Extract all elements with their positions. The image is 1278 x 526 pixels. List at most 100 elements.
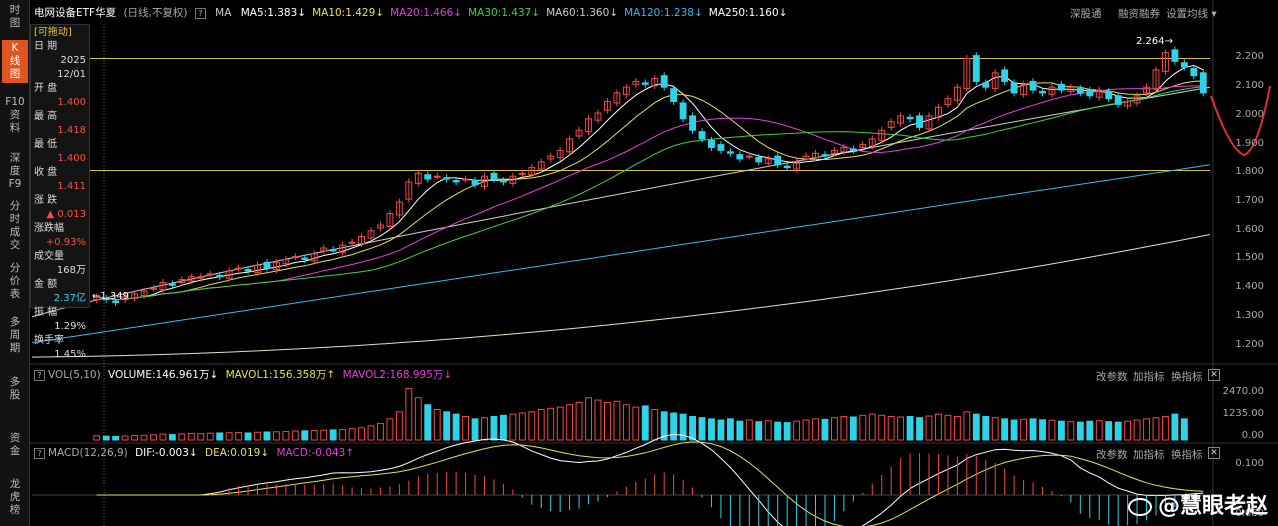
candle-body — [745, 155, 753, 158]
candle-body — [187, 276, 195, 282]
sidebar-tab-6[interactable]: 多 周 期 — [9, 316, 21, 354]
sidebar-tab-2[interactable]: F10 资 料 — [5, 96, 25, 134]
candle-body — [168, 283, 176, 286]
vol-mavol2: MAVOL2:168.995万↓ — [342, 369, 453, 381]
hand-drawn-curve — [1210, 85, 1271, 157]
candle-body — [944, 98, 952, 105]
open-value: 1.400 — [57, 97, 86, 108]
candle-body — [783, 165, 791, 169]
ma10-line — [96, 80, 1204, 301]
volume-bar — [131, 435, 138, 441]
price-tick: 2.000 — [1235, 108, 1264, 120]
volume-bar — [575, 401, 583, 441]
volume-bar — [235, 431, 243, 441]
volume-bar — [320, 429, 328, 441]
vol-label: 成交量 — [34, 251, 64, 262]
volume-bar — [518, 412, 526, 441]
volume-bar — [452, 413, 460, 441]
volume-bar — [764, 420, 772, 441]
sidebar-tab-5[interactable]: 分 价 表 — [9, 262, 21, 300]
vol-link-0[interactable]: 改参数 — [1096, 371, 1128, 383]
candle-body — [225, 270, 233, 279]
volume-bar — [1105, 421, 1113, 441]
ma-value-5: MA120:1.238↓ — [624, 7, 703, 19]
volume-bar — [1152, 417, 1160, 441]
price-tick: 2.100 — [1235, 80, 1264, 92]
vol-indicator-label[interactable]: VOL(5,10) — [48, 369, 101, 381]
volume-bar — [821, 418, 829, 441]
candle-body — [982, 82, 990, 88]
candle-body — [991, 72, 999, 90]
macd-close-icon[interactable]: ✕ — [1208, 447, 1220, 459]
volume-bar — [604, 401, 611, 441]
volume-bar — [859, 414, 867, 441]
turnover-label: 换手率 — [34, 335, 64, 346]
volume-bar — [528, 411, 536, 441]
drag-label[interactable]: [可拖动] — [34, 27, 72, 38]
volume-bar — [405, 387, 413, 441]
macd-indicator-label[interactable]: MACD(12,26,9) — [48, 447, 128, 459]
vol-help-icon[interactable]: ? — [34, 370, 45, 381]
volume-bar — [1114, 421, 1122, 441]
vol-link-2[interactable]: 换指标 — [1171, 371, 1203, 383]
vol-close-icon[interactable]: ✕ — [1208, 369, 1220, 381]
candle-body — [131, 293, 138, 299]
info-box[interactable]: [可拖动] 日 期 2025 12/01 开 盘 1.400 最 高 1.418… — [30, 24, 90, 360]
candle-body — [575, 129, 583, 137]
sidebar-tab-8[interactable]: 资 金 — [9, 432, 21, 457]
ma30-line — [96, 86, 1204, 301]
price-tick: 1.300 — [1235, 309, 1264, 321]
sidebar-tab-3[interactable]: 深 度 F9 — [8, 152, 22, 190]
volume-bar — [178, 433, 186, 441]
volume-bar — [216, 432, 224, 441]
header-link-0[interactable]: 深股通 — [1070, 8, 1102, 20]
volume-bar — [651, 408, 659, 441]
macd-link-2[interactable]: 换指标 — [1171, 449, 1203, 461]
macd-link-0[interactable]: 改参数 — [1096, 449, 1128, 461]
header-link-1[interactable]: 融资融券 — [1118, 8, 1160, 20]
volume-bar — [1162, 416, 1169, 441]
volume-bar — [802, 419, 810, 441]
candle-body — [329, 248, 337, 252]
sidebar-tab-1[interactable]: K 线 图 — [2, 40, 28, 83]
candle-body — [395, 201, 403, 216]
macd-help-icon[interactable]: ? — [34, 448, 45, 459]
volume-bar — [121, 435, 129, 441]
volume-bar — [339, 428, 347, 441]
security-title[interactable]: 电网设备ETF华夏 — [34, 7, 117, 19]
sidebar-tab-9[interactable]: 龙 虎 榜 — [9, 478, 21, 516]
pct-label: 涨跌幅 — [34, 223, 64, 234]
help-icon[interactable]: ? — [194, 8, 206, 19]
candle-body — [698, 131, 706, 140]
candle-body — [263, 261, 271, 269]
candle-body — [348, 241, 356, 244]
volume-bar — [490, 416, 498, 441]
volume-bar — [168, 434, 176, 441]
header-link-2[interactable]: 设置均线 ▾ — [1166, 8, 1217, 20]
price-tick: 1.600 — [1235, 223, 1264, 235]
sidebar-tab-7[interactable]: 多 股 — [9, 376, 21, 401]
candle-body — [1190, 68, 1198, 77]
macd-link-1[interactable]: 加指标 — [1133, 449, 1165, 461]
ma-value-6: MA250:1.160↓ — [708, 7, 788, 19]
sidebar-tab-0[interactable]: 时 图 — [9, 4, 21, 29]
candle-body — [859, 144, 867, 148]
watermark: @慧眼老赵 — [1127, 488, 1268, 520]
candle-body — [849, 148, 857, 151]
chart-canvas[interactable] — [30, 0, 1278, 526]
ma-label: MA — [215, 7, 232, 19]
volume-bar — [1171, 413, 1179, 441]
candle-body — [452, 180, 460, 183]
candle-body — [159, 281, 167, 291]
vol-link-1[interactable]: 加指标 — [1133, 371, 1165, 383]
volume-bar — [783, 422, 791, 441]
volume-bar — [509, 413, 517, 441]
candle-body — [272, 261, 280, 271]
volume-bar — [1029, 418, 1037, 441]
candle-body — [112, 300, 120, 304]
volume-bar — [254, 431, 261, 441]
volume-bar — [263, 431, 271, 441]
sidebar-tab-4[interactable]: 分 时 成 交 — [9, 200, 21, 251]
volume-bar — [272, 431, 280, 441]
